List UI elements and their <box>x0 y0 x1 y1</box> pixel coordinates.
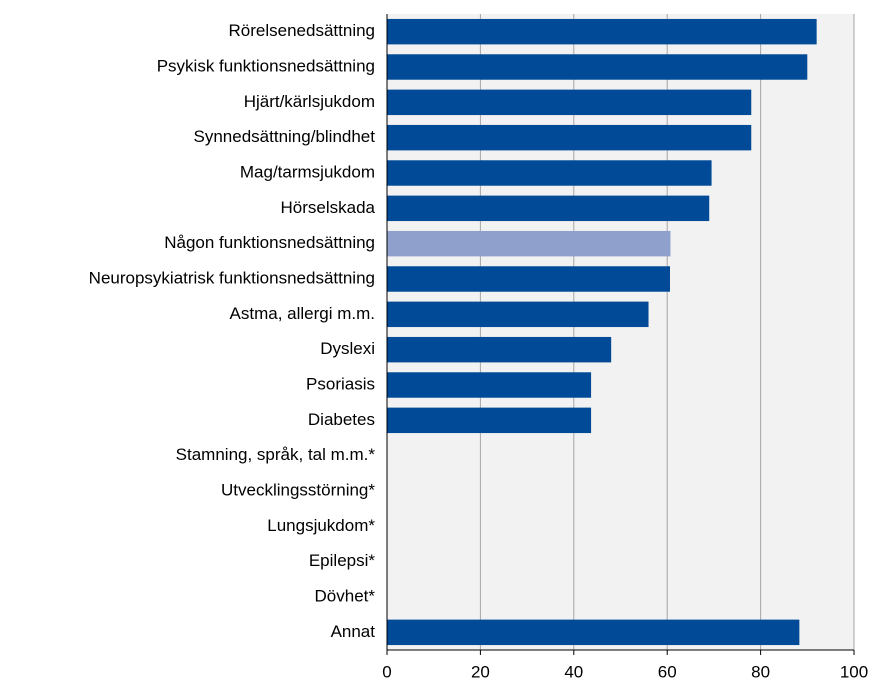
bar <box>387 336 612 363</box>
bar <box>387 54 808 80</box>
bar <box>387 301 649 328</box>
y-tick-label: Utvecklingsstörning* <box>221 480 375 499</box>
y-tick-label: Hörselskada <box>281 198 376 217</box>
y-tick-label: Annat <box>331 622 376 641</box>
bar <box>387 89 752 116</box>
bar <box>387 266 671 292</box>
y-tick-label: Epilepsi* <box>309 551 376 570</box>
x-tick-label: 80 <box>751 662 770 681</box>
y-tick-label: Psoriasis <box>306 374 375 393</box>
y-tick-label: Någon funktionsnedsättning <box>164 233 375 252</box>
y-tick-label: Mag/tarmsjukdom <box>240 162 375 181</box>
y-tick-label: Synnedsättning/blindhet <box>194 127 376 146</box>
bar <box>387 407 592 434</box>
y-tick-label: Stamning, språk, tal m.m.* <box>176 445 376 464</box>
bar <box>387 18 817 45</box>
y-tick-label: Hjärt/kärlsjukdom <box>244 92 375 111</box>
bar <box>387 230 671 257</box>
plot-area <box>387 14 854 650</box>
bar <box>387 124 752 151</box>
bar <box>387 619 800 646</box>
bar <box>387 195 710 222</box>
y-tick-label: Psykisk funktionsnedsättning <box>157 56 375 75</box>
y-tick-label: Dövhet* <box>315 586 376 605</box>
y-tick-label: Neuropsykiatrisk funktionsnedsättning <box>89 268 375 287</box>
x-tick-label: 100 <box>840 662 868 681</box>
x-tick-label: 60 <box>658 662 677 681</box>
y-tick-label: Rörelsenedsättning <box>229 21 375 40</box>
x-tick-label: 40 <box>564 662 583 681</box>
bar <box>387 160 712 186</box>
x-tick-label: 20 <box>471 662 490 681</box>
x-tick-label: 0 <box>382 662 391 681</box>
y-tick-label: Diabetes <box>308 410 375 429</box>
y-tick-label: Dyslexi <box>320 339 375 358</box>
y-tick-label: Astma, allergi m.m. <box>230 304 375 323</box>
bar <box>387 372 592 398</box>
y-tick-label: Lungsjukdom* <box>267 516 375 535</box>
